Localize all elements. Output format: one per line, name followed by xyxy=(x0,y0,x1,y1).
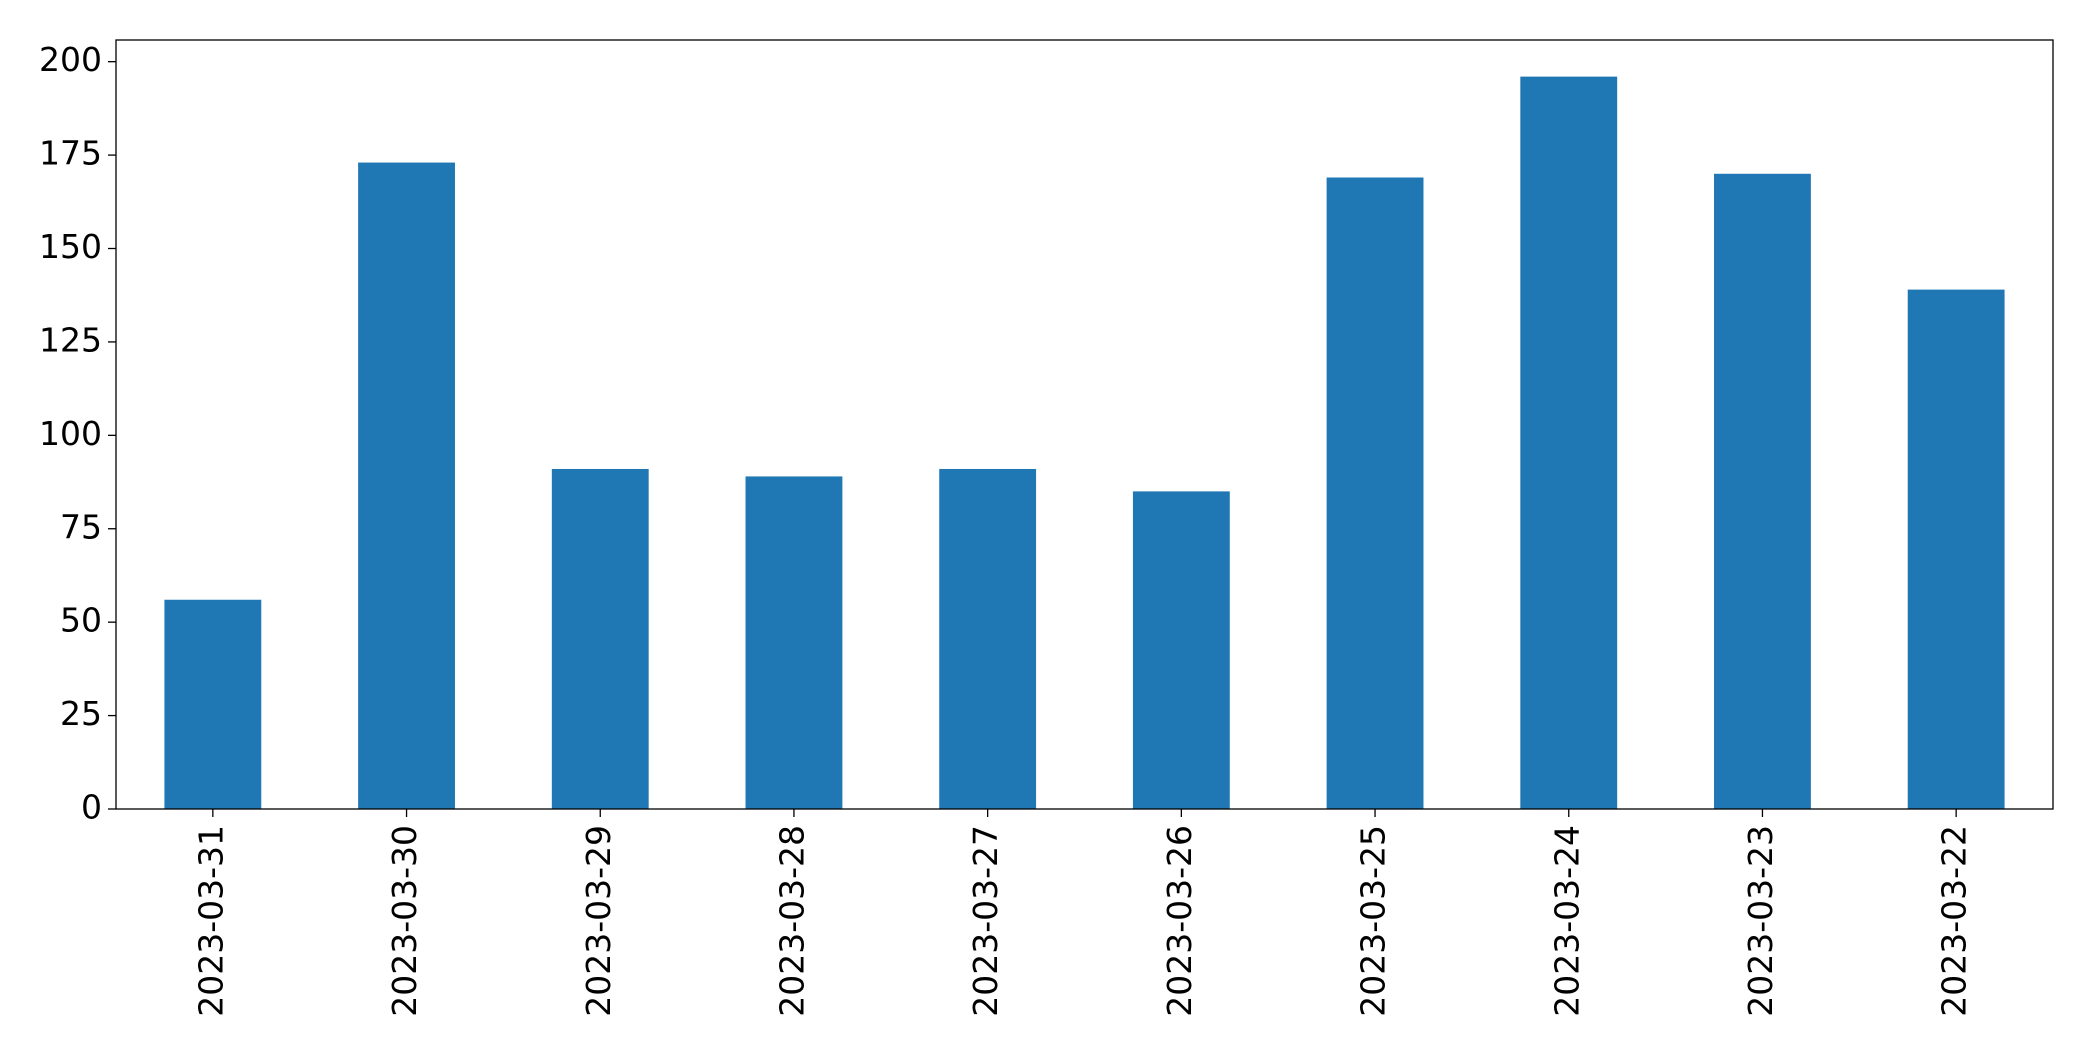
x-tick-label: 2023-03-31 xyxy=(191,825,230,1017)
bar xyxy=(551,468,649,809)
bar xyxy=(164,599,262,809)
bar xyxy=(1520,76,1618,810)
x-tick-label: 2023-03-22 xyxy=(1935,825,1974,1017)
x-tick-label: 2023-03-30 xyxy=(385,825,424,1017)
x-tick-label: 2023-03-27 xyxy=(966,825,1005,1017)
plot-frame xyxy=(115,39,2054,810)
bar xyxy=(358,162,455,809)
x-tick-label: 2023-03-25 xyxy=(1354,825,1393,1017)
bar xyxy=(1326,177,1424,810)
x-tick-label: 2023-03-29 xyxy=(579,825,618,1017)
y-tick-label: 125 xyxy=(39,320,102,359)
bar xyxy=(745,476,843,809)
bar xyxy=(1714,173,1811,810)
y-tick-label: 50 xyxy=(60,601,102,640)
y-tick-label: 0 xyxy=(81,788,102,827)
bar xyxy=(1132,491,1230,809)
x-tick-label: 2023-03-24 xyxy=(1547,825,1586,1017)
x-tick-label: 2023-03-26 xyxy=(1160,825,1199,1017)
y-tick-label: 25 xyxy=(60,694,102,733)
y-tick-label: 100 xyxy=(39,414,102,453)
y-tick-label: 200 xyxy=(39,40,102,79)
bar xyxy=(939,468,1037,809)
x-tick-label: 2023-03-28 xyxy=(772,825,811,1017)
y-tick-label: 175 xyxy=(39,134,102,173)
y-tick-label: 150 xyxy=(39,227,102,266)
bar xyxy=(1907,289,2005,809)
y-tick-label: 75 xyxy=(60,507,102,546)
x-tick-label: 2023-03-23 xyxy=(1741,825,1780,1017)
